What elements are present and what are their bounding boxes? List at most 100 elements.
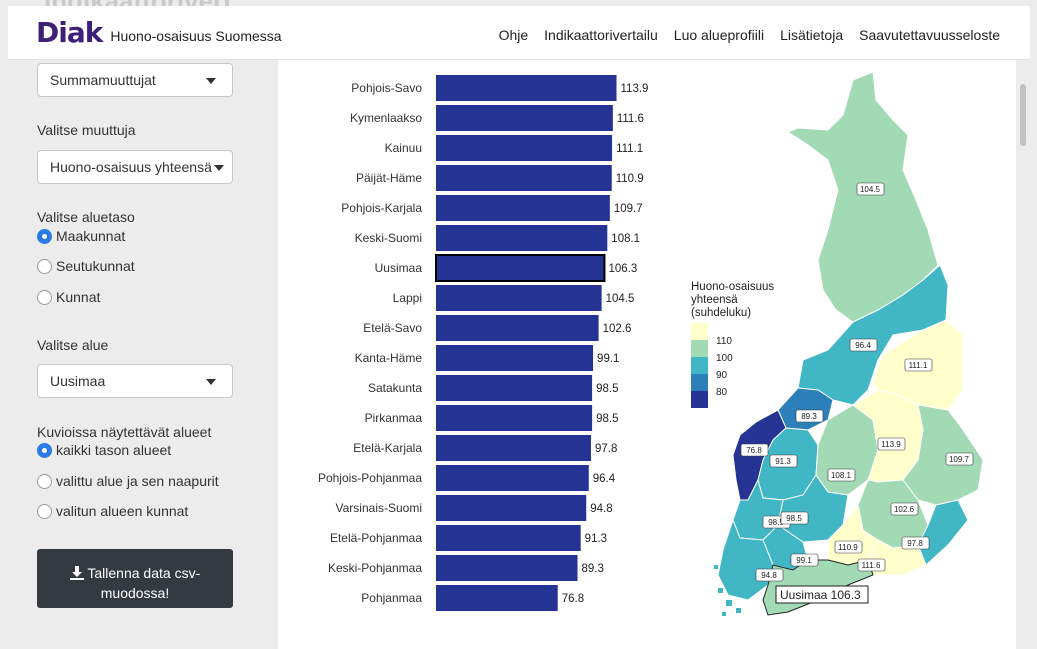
map-value-label: 109.7 xyxy=(949,455,970,464)
radio-label: Maakunnat xyxy=(56,228,126,244)
legend-title-line3: (suhdeluku) xyxy=(691,307,751,319)
map-region-keski-pohjanmaa[interactable] xyxy=(777,387,834,431)
value-label: 109.7 xyxy=(614,203,643,215)
map-value-box xyxy=(769,454,798,468)
map-value-label: 111.6 xyxy=(862,561,881,570)
radio-unchecked-icon[interactable] xyxy=(37,289,52,305)
choropleth-map: 104.5 96.4 111.1 89.3 113.9 109.7 76.8 91.3 108.… xyxy=(691,71,984,616)
map-value-box xyxy=(827,468,856,482)
category-label: Pohjois-Pohjanmaa xyxy=(318,471,422,485)
main-panel: Pohjois-Savo 113.9 Kymenlaakso 111.6 Kainuu 1… xyxy=(278,60,1016,649)
map-value-label: 94.8 xyxy=(761,571,777,580)
radio-checked-icon[interactable] xyxy=(37,228,52,244)
variable-label: Valitse muuttuja xyxy=(37,122,136,138)
map-region-pohjois-pohjanmaa[interactable] xyxy=(797,264,949,406)
region-select[interactable]: Uusimaa xyxy=(37,364,233,398)
download-label-line2: muodossa! xyxy=(100,585,170,601)
bar-kainuu[interactable] xyxy=(436,135,613,161)
bar-keski-suomi[interactable] xyxy=(436,225,608,251)
tooltip-text: Uusimaa 106.3 xyxy=(780,588,861,602)
bar-varsinais-suomi[interactable] xyxy=(436,495,587,521)
radio-unchecked-icon[interactable] xyxy=(37,258,52,274)
bar-pohjois-savo[interactable] xyxy=(436,75,617,101)
map-value-label: 104.5 xyxy=(860,185,881,194)
bar-etelä-savo[interactable] xyxy=(436,315,599,341)
value-label: 106.3 xyxy=(608,263,637,275)
radio-unchecked-icon[interactable] xyxy=(37,473,52,489)
bar-uusimaa[interactable] xyxy=(435,254,606,282)
map-regions xyxy=(717,71,984,616)
radio-kunnat[interactable]: Kunnat xyxy=(37,289,100,305)
map-value-label: 89.3 xyxy=(801,412,817,421)
map-value-label: 98.5 xyxy=(768,518,784,527)
map-value-box xyxy=(856,182,885,196)
legend-swatch xyxy=(691,374,708,391)
bar-pohjois-pohjanmaa[interactable] xyxy=(436,465,589,491)
download-label-line1: Tallenna data csv- xyxy=(87,565,201,581)
legend-swatch xyxy=(691,340,708,357)
radio-label: valittu alue ja sen naapurit xyxy=(56,473,219,489)
category-label: Pohjois-Karjala xyxy=(341,201,422,215)
bar-päijät-häme[interactable] xyxy=(436,165,612,191)
value-label: 89.3 xyxy=(582,563,604,575)
navbar: Diak Huono-osaisuus Suomessa Ohje Indika… xyxy=(8,6,1030,60)
bar-pirkanmaa[interactable] xyxy=(436,405,593,431)
value-label: 111.1 xyxy=(616,143,643,155)
variable-select[interactable]: Huono-osaisuus yhteensä xyxy=(37,150,233,184)
radio-label: kaikki tason alueet xyxy=(56,442,172,458)
bar-pohjanmaa[interactable] xyxy=(436,585,558,611)
map-legend: Huono-osaisuus yhteensä (suhdeluku) 110 1… xyxy=(691,281,774,408)
category-label: Keski-Suomi xyxy=(355,231,422,245)
bar-lappi[interactable] xyxy=(436,285,602,311)
map-region-etela-karjala[interactable] xyxy=(917,499,969,566)
bar-kanta-häme[interactable] xyxy=(436,345,594,371)
category-label: Kymenlaakso xyxy=(350,111,422,125)
category-label: Etelä-Savo xyxy=(363,321,422,335)
radio-region-neighbors[interactable]: valittu alue ja sen naapurit xyxy=(37,473,219,489)
map-value-box xyxy=(857,558,886,572)
nav-link-ohje[interactable]: Ohje xyxy=(498,26,529,43)
radio-seutukunnat[interactable]: Seutukunnat xyxy=(37,258,135,274)
map-value-box xyxy=(849,338,878,352)
radio-unchecked-icon[interactable] xyxy=(37,503,52,519)
bar-satakunta[interactable] xyxy=(436,375,593,401)
nav-link-lisatietoja[interactable]: Lisätietoja xyxy=(780,26,844,43)
value-label: 98.5 xyxy=(596,383,618,395)
variable-select-value: Huono-osaisuus yhteensä xyxy=(50,159,212,175)
map-region-lappi[interactable] xyxy=(786,71,939,323)
download-icon xyxy=(69,566,84,580)
bar-etelä-karjala[interactable] xyxy=(436,435,591,461)
category-label: Pirkanmaa xyxy=(365,411,423,425)
chevron-down-icon xyxy=(206,379,216,385)
category-select[interactable]: Summamuuttujat xyxy=(37,63,233,97)
map-value-box xyxy=(945,452,974,466)
map-value-box xyxy=(901,536,930,550)
radio-all-regions[interactable]: kaikki tason alueet xyxy=(37,442,171,458)
category-label: Satakunta xyxy=(368,381,422,395)
bar-kymenlaakso[interactable] xyxy=(436,105,613,131)
value-label: 76.8 xyxy=(562,593,584,605)
legend-title-line1: Huono-osaisuus xyxy=(691,281,774,293)
radio-label: Kunnat xyxy=(56,289,101,305)
legend-tick-label: 80 xyxy=(716,387,728,398)
radio-maakunnat[interactable]: Maakunnat xyxy=(37,228,125,244)
bar-keski-pohjanmaa[interactable] xyxy=(436,555,578,581)
radio-checked-icon[interactable] xyxy=(37,442,52,458)
diak-logo[interactable]: Diak xyxy=(36,16,103,49)
download-csv-button[interactable]: Tallenna data csv- muodossa! xyxy=(37,549,233,608)
legend-title-line2: yhteensä xyxy=(691,294,738,306)
bar-etelä-pohjanmaa[interactable] xyxy=(436,525,581,551)
region-label: Valitse alue xyxy=(37,337,109,353)
category-label: Keski-Pohjanmaa xyxy=(328,561,422,575)
map-value-label: 111.1 xyxy=(909,361,928,370)
value-label: 91.3 xyxy=(585,533,607,545)
legend-tick-label: 100 xyxy=(716,353,733,364)
scrollbar[interactable] xyxy=(1020,84,1026,146)
bar-pohjois-karjala[interactable] xyxy=(436,195,610,221)
radio-region-municipalities[interactable]: valitun alueen kunnat xyxy=(37,503,188,519)
value-label: 98.5 xyxy=(596,413,618,425)
nav-link-luo-alueprofiili[interactable]: Luo alueprofiili xyxy=(673,26,765,43)
nav-link-indikaattorivertailu[interactable]: Indikaattorivertailu xyxy=(544,26,658,43)
brand-title[interactable]: Huono-osaisuus Suomessa xyxy=(110,27,282,44)
nav-link-saavutettavuusseloste[interactable]: Saavutettavuusseloste xyxy=(859,26,1000,43)
